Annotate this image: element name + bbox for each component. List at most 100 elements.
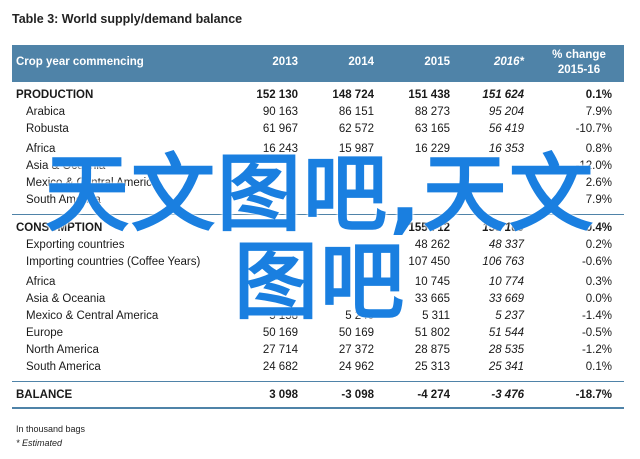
table-row: Importing countries (Coffee Years) 107 4… bbox=[12, 254, 624, 271]
cell: -3 098 bbox=[341, 389, 374, 401]
consumption-label: CONSUMPTION bbox=[16, 222, 103, 234]
cell: 28 535 bbox=[488, 344, 524, 356]
row-label: Asia & Oceania bbox=[26, 160, 106, 172]
cell: 0.1% bbox=[585, 89, 612, 101]
cell: 33 665 bbox=[414, 293, 450, 305]
table-row: Africa 10 745 10 774 0.3% bbox=[12, 274, 624, 291]
cell: -10.7% bbox=[575, 123, 612, 135]
cell: 10 745 bbox=[414, 276, 450, 288]
table-row: Asia & Oceania 33 665 33 669 0.0% bbox=[12, 291, 624, 308]
cell: -0.5% bbox=[581, 327, 612, 339]
cell: 107 450 bbox=[408, 256, 450, 268]
row-label: Importing countries (Coffee Years) bbox=[26, 256, 201, 268]
cell: 27 372 bbox=[338, 344, 374, 356]
table-row: BALANCE 3 098 -3 098 -4 274 -3 476 -18.7… bbox=[12, 387, 624, 404]
cell: 151 624 bbox=[482, 89, 524, 101]
cell: 0.3% bbox=[585, 276, 612, 288]
cell: 5 158 bbox=[269, 310, 298, 322]
cell: 50 169 bbox=[262, 327, 298, 339]
supply-demand-table: Crop year commencing 2013 2014 2015 2016… bbox=[12, 45, 624, 409]
row-label: Robusta bbox=[26, 123, 69, 135]
table-title: Table 3: World supply/demand balance bbox=[12, 12, 243, 26]
cell: 90 163 bbox=[262, 106, 298, 118]
cell: -3 476 bbox=[491, 389, 524, 401]
cell: 3 098 bbox=[269, 389, 298, 401]
table-row: Arabica 90 163 86 151 88 273 95 204 7.9% bbox=[12, 104, 624, 121]
cell: -0.4% bbox=[581, 222, 612, 234]
row-label: Europe bbox=[26, 327, 64, 339]
cell: 51 544 bbox=[488, 327, 524, 339]
cell: 63 165 bbox=[414, 123, 450, 135]
row-label: Mexico & Central America bbox=[26, 310, 159, 322]
cell: 95 204 bbox=[488, 106, 524, 118]
row-label: North America bbox=[26, 344, 99, 356]
cell: 106 763 bbox=[482, 256, 524, 268]
cell: 15 987 bbox=[338, 143, 374, 155]
change-header: % change 2015-16 bbox=[539, 48, 619, 78]
production-label: PRODUCTION bbox=[16, 89, 94, 101]
cell: 62 572 bbox=[338, 123, 374, 135]
row-label: South America bbox=[26, 194, 101, 206]
year-header-2016: 2016* bbox=[493, 56, 524, 68]
table-row: Europe 50 169 50 169 51 802 51 544 -0.5% bbox=[12, 325, 624, 342]
cell: 27 714 bbox=[262, 344, 298, 356]
cell: 48 337 bbox=[488, 239, 524, 251]
cell: 16 229 bbox=[414, 143, 450, 155]
cell: 16 353 bbox=[488, 143, 524, 155]
cell: 24 682 bbox=[262, 361, 298, 373]
cell: 7.9% bbox=[585, 194, 612, 206]
cell: 50 169 bbox=[338, 327, 374, 339]
cell: 5 311 bbox=[422, 310, 450, 322]
year-header-2013: 2013 bbox=[272, 56, 298, 68]
change-header-line1: % change bbox=[552, 49, 606, 61]
table-header: Crop year commencing 2013 2014 2015 2016… bbox=[12, 45, 624, 82]
cell: 151 438 bbox=[408, 89, 450, 101]
cell: 0.1% bbox=[585, 361, 612, 373]
table-row: Asia & Oceania -12.0% bbox=[12, 158, 624, 175]
cell: -1.2% bbox=[581, 344, 612, 356]
cell: 148 724 bbox=[332, 89, 374, 101]
cell: 88 273 bbox=[414, 106, 450, 118]
cell: 28 875 bbox=[414, 344, 450, 356]
unit-note: In thousand bags bbox=[16, 424, 86, 434]
cell: 33 669 bbox=[488, 293, 524, 305]
table-row: Robusta 61 967 62 572 63 165 56 419 -10.… bbox=[12, 121, 624, 138]
row-label: South America bbox=[26, 361, 101, 373]
cell: 5 237 bbox=[495, 310, 524, 322]
cell: -12.0% bbox=[575, 160, 612, 172]
cell: 155 712 bbox=[408, 222, 450, 234]
cell: 155 100 bbox=[482, 222, 524, 234]
cell: 0.2% bbox=[585, 239, 612, 251]
cell: 61 967 bbox=[262, 123, 298, 135]
table-row: CONSUMPTION 155 712 155 100 -0.4% bbox=[12, 220, 624, 237]
table-row: South America 24 682 24 962 25 313 25 34… bbox=[12, 359, 624, 376]
cell: 7.9% bbox=[585, 106, 612, 118]
table-row: Africa 16 243 15 987 16 229 16 353 0.8% bbox=[12, 141, 624, 158]
cell: 86 151 bbox=[338, 106, 374, 118]
cell: 25 341 bbox=[488, 361, 524, 373]
cell: 2.6% bbox=[585, 177, 612, 189]
cell: -0.6% bbox=[581, 256, 612, 268]
crop-year-header: Crop year commencing bbox=[16, 56, 144, 68]
row-label: Mexico & Central America bbox=[26, 177, 159, 189]
cell: 24 962 bbox=[338, 361, 374, 373]
cell: 0.8% bbox=[585, 143, 612, 155]
table-row: South America 7.9% bbox=[12, 192, 624, 209]
cell: 48 262 bbox=[414, 239, 450, 251]
cell: 10 774 bbox=[488, 276, 524, 288]
table-row: Exporting countries 48 262 48 337 0.2% bbox=[12, 237, 624, 254]
row-label: Arabica bbox=[26, 106, 65, 118]
cell: -4 274 bbox=[417, 389, 450, 401]
cell: 0.0% bbox=[585, 293, 612, 305]
balance-label: BALANCE bbox=[16, 389, 73, 401]
table-row: PRODUCTION 152 130 148 724 151 438 151 6… bbox=[12, 87, 624, 104]
cell: -1.4% bbox=[581, 310, 612, 322]
cell: 152 130 bbox=[256, 89, 298, 101]
row-label: Exporting countries bbox=[26, 239, 125, 251]
year-header-2014: 2014 bbox=[348, 56, 374, 68]
estimated-note: * Estimated bbox=[16, 438, 63, 448]
year-header-2015: 2015 bbox=[424, 56, 450, 68]
cell: 16 243 bbox=[262, 143, 298, 155]
cell: 51 802 bbox=[414, 327, 450, 339]
cell: 5 240 bbox=[345, 310, 374, 322]
